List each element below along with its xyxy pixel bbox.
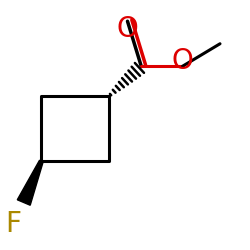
Text: O: O (172, 47, 194, 75)
Text: O: O (116, 15, 138, 43)
Polygon shape (17, 160, 43, 205)
Text: F: F (6, 210, 22, 238)
